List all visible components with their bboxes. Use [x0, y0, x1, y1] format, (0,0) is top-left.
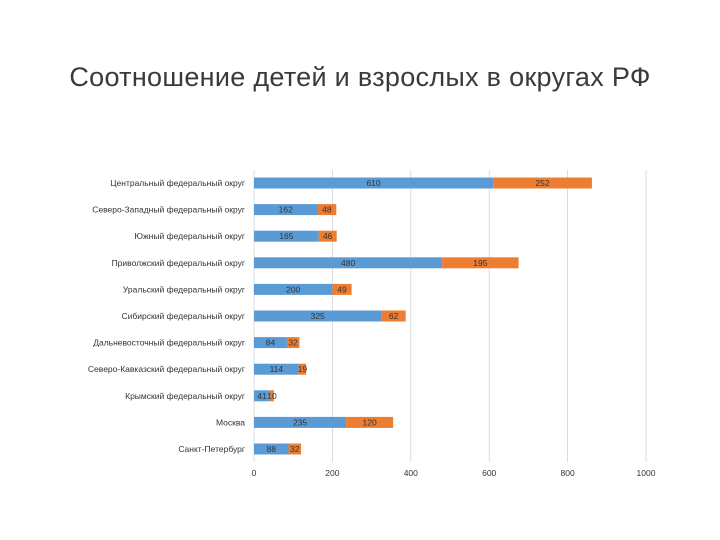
x-tick-label: 0	[252, 468, 257, 478]
x-tick-label: 800	[561, 468, 575, 478]
data-label: 46	[323, 231, 333, 241]
data-label: 49	[337, 284, 347, 294]
data-label: 610	[366, 178, 380, 188]
data-label: 62	[389, 311, 399, 321]
data-label: 19	[298, 364, 308, 374]
data-labels: 610 252 162 48 165 46 480 195 200 49 325 62 84 32 114 1…	[257, 178, 550, 454]
bar-series-2	[493, 177, 592, 189]
bars	[254, 177, 592, 455]
bar-series-1	[254, 390, 271, 402]
data-label: 48	[322, 205, 332, 215]
data-label: 32	[290, 444, 300, 454]
data-label: 195	[473, 258, 487, 268]
bar-series-1	[254, 257, 443, 269]
x-tick-label: 600	[482, 468, 496, 478]
bar-series-1	[254, 177, 494, 189]
data-label: 235	[293, 417, 307, 427]
bar-series-2	[318, 230, 337, 242]
category-label: Уральский федеральный округ	[123, 284, 245, 294]
bar-series-2	[286, 337, 300, 349]
bar-series-1	[254, 337, 287, 349]
x-tick-label: 400	[404, 468, 418, 478]
bar-series-2	[332, 283, 352, 295]
data-label: 84	[266, 338, 276, 348]
category-label: Дальневосточный федеральный округ	[93, 338, 245, 348]
bar-series-1	[254, 204, 318, 216]
bar-series-1	[254, 283, 333, 295]
category-label: Центральный федеральный округ	[110, 178, 245, 188]
bar-series-2	[288, 443, 302, 455]
category-label: Южный федеральный округ	[134, 231, 245, 241]
category-label: Сибирский федеральный округ	[122, 311, 245, 321]
bar-series-2	[298, 363, 307, 375]
bar-series-2	[317, 204, 337, 216]
bar-series-1	[254, 363, 299, 375]
data-label: 252	[535, 178, 549, 188]
bar-series-1	[254, 310, 382, 322]
data-label: 114	[270, 364, 284, 374]
x-tick-label: 200	[325, 468, 339, 478]
bar-series-2	[442, 257, 519, 269]
category-label: Приволжский федеральный округ	[112, 258, 245, 268]
data-label: 162	[279, 205, 293, 215]
data-label: 480	[341, 258, 355, 268]
bar-series-2	[346, 416, 394, 428]
data-label: 32	[288, 338, 298, 348]
data-label: 10	[267, 391, 277, 401]
bar-series-2	[270, 390, 274, 402]
category-label: Санкт-Петербург	[178, 444, 245, 454]
category-label: Москва	[216, 417, 245, 427]
category-label: Северо-Кавказский федеральный округ	[88, 364, 245, 374]
bar-series-2	[381, 310, 406, 322]
data-label: 88	[267, 444, 277, 454]
data-label: 165	[279, 231, 293, 241]
bar-series-1	[254, 443, 289, 455]
bar-series-1	[254, 416, 347, 428]
data-label: 325	[311, 311, 325, 321]
data-label: 41	[257, 391, 267, 401]
x-tick-label: 1000	[637, 468, 656, 478]
x-tick-labels: 0 200 400 600 800 1000	[252, 468, 656, 478]
data-label: 120	[363, 417, 377, 427]
chart-title: Соотношение детей и взрослых в округах Р…	[69, 62, 651, 92]
bar-series-1	[254, 230, 319, 242]
category-label: Северо-Западный федеральный округ	[92, 205, 245, 215]
data-label: 200	[286, 284, 300, 294]
category-label: Крымский федеральный округ	[125, 391, 245, 401]
category-labels: Центральный федеральный округ Северо-Запа…	[88, 178, 245, 454]
